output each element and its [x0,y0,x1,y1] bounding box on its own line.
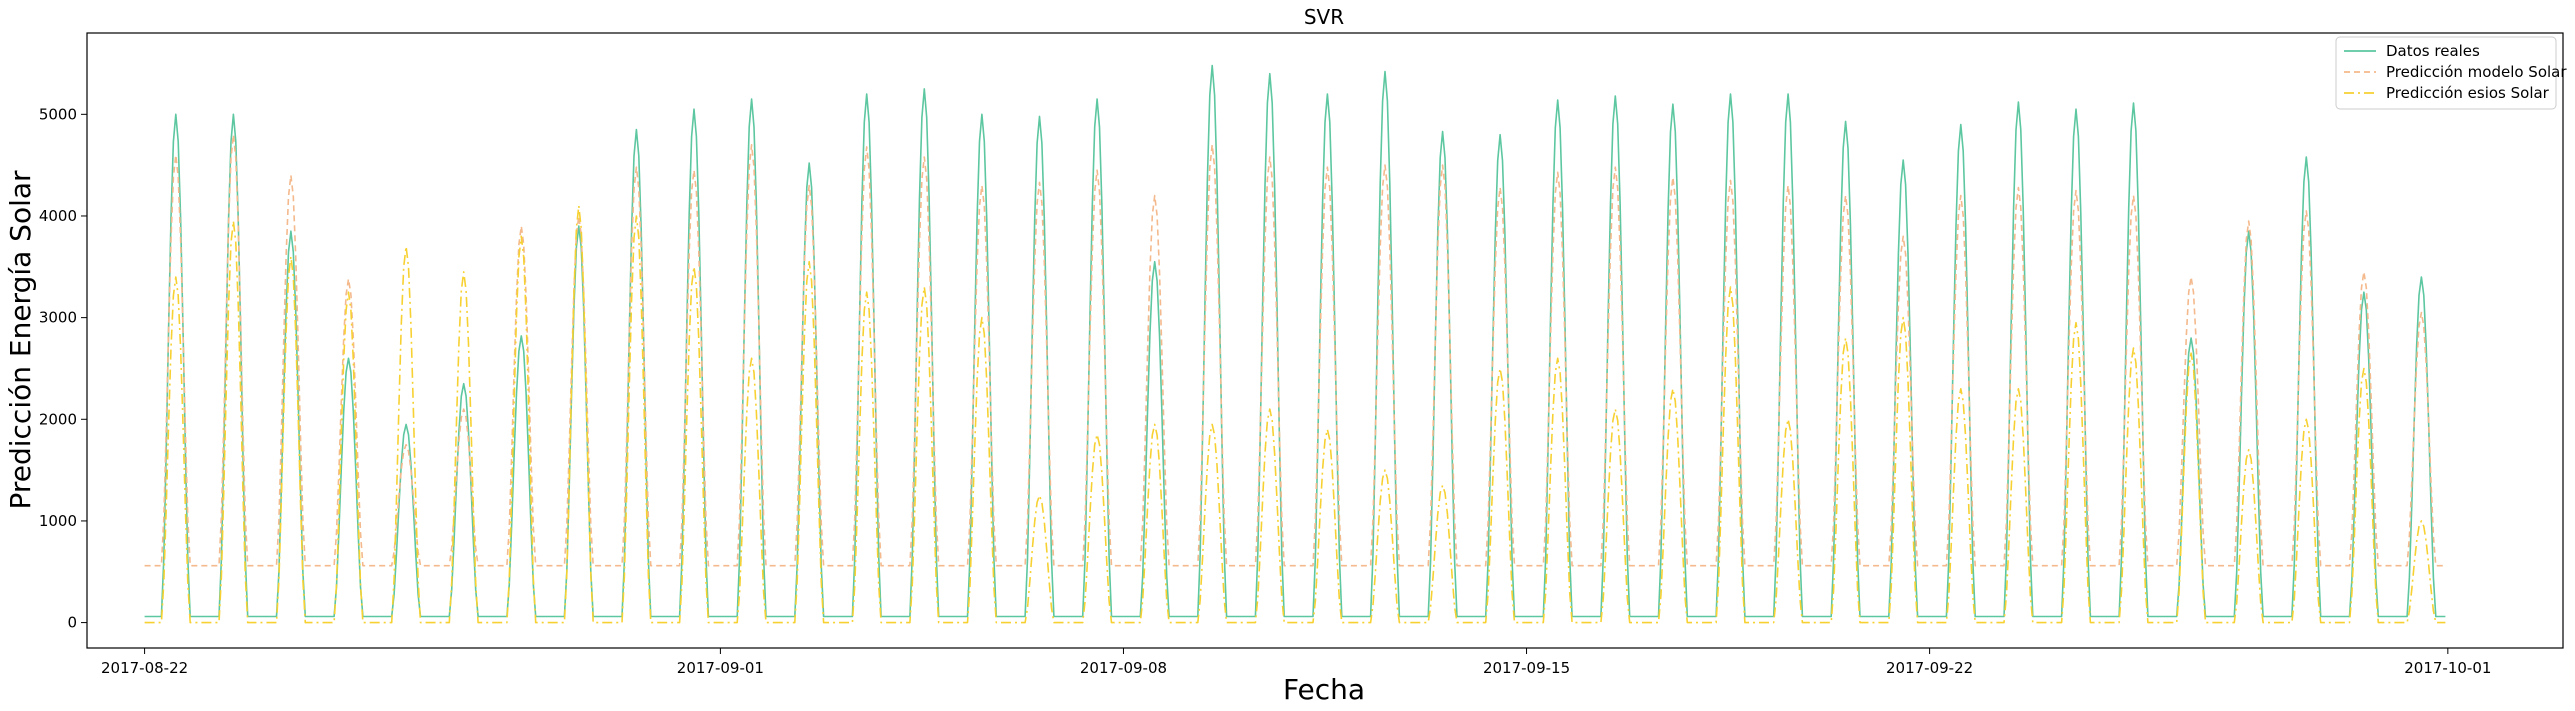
legend-box [2335,36,2557,110]
x-tick-label: 2017-09-22 [1886,659,1973,677]
legend: Datos reales Predicción modelo Solar Predi… [2335,36,2567,110]
x-axis-label: Fecha [1283,673,1365,706]
y-axis-ticks: 0 1000 2000 3000 4000 5000 [39,105,87,632]
x-tick-label: 2017-10-01 [2404,659,2491,677]
series-line-3 [144,205,2446,624]
y-tick-label: 3000 [39,309,77,327]
y-tick-label: 4000 [39,207,77,225]
y-tick-label: 5000 [39,105,77,123]
x-axis-ticks: 2017-08-22 2017-09-01 2017-09-08 2017-09-15… [101,648,2491,677]
legend-label: Predicción esios Solar [2386,84,2550,102]
x-tick-label: 2017-09-08 [1080,659,1167,677]
chart-title: SVR [1304,5,1344,29]
x-tick-label: 2017-09-01 [677,659,764,677]
legend-label: Datos reales [2386,42,2480,60]
plot-frame [86,32,2564,649]
x-tick-label: 2017-08-22 [101,659,188,677]
series-layer [144,64,2446,624]
legend-label: Predicción modelo Solar [2386,63,2567,81]
y-axis-label: Predicción Energía Solar [4,170,37,510]
y-tick-label: 1000 [39,512,77,530]
y-tick-label: 0 [67,614,77,632]
x-tick-label: 2017-09-15 [1483,659,1570,677]
y-tick-label: 2000 [39,410,77,428]
